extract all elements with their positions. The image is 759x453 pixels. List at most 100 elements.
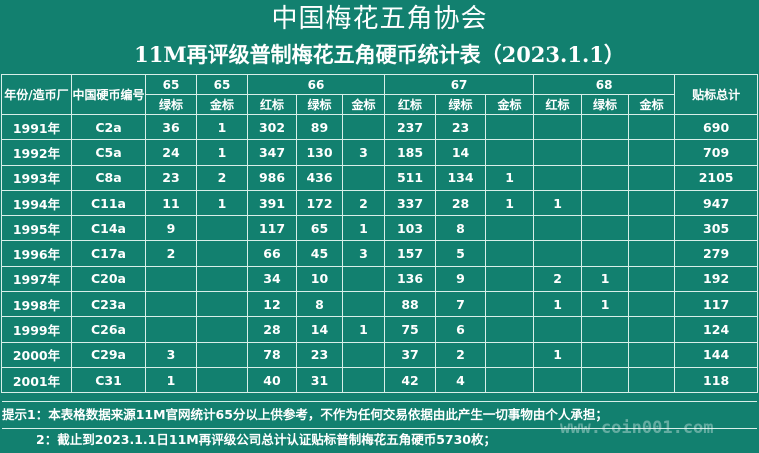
cell-total: 124 — [674, 316, 759, 343]
header-code: 中国硬币编号 — [71, 74, 146, 115]
cell-r68: 1 — [533, 291, 583, 318]
cell-year: 1999年 — [1, 316, 72, 343]
cell-j67 — [485, 291, 535, 318]
cell-code: C23a — [71, 291, 146, 318]
cell-g66: 172 — [296, 189, 343, 217]
cell-r67: 157 — [384, 240, 437, 267]
header-67-red: 红标 — [384, 94, 437, 115]
page-title: 中国梅花五角协会 — [271, 4, 488, 34]
cell-total: 2105 — [674, 164, 759, 191]
cell-g65j: 2 — [196, 164, 248, 191]
cell-g66: 23 — [296, 341, 343, 368]
cell-g65j — [196, 316, 248, 343]
cell-g68 — [581, 215, 630, 242]
cell-j68 — [628, 366, 676, 394]
cell-g65g — [145, 316, 197, 343]
cell-year: 1995年 — [1, 215, 72, 242]
cell-r67: 237 — [384, 113, 437, 141]
header-68-red: 红标 — [533, 94, 583, 115]
cell-j67 — [485, 139, 535, 166]
cell-r68 — [533, 316, 583, 343]
header-66-grade: 66 — [246, 74, 386, 95]
coin-statistics-table: 年份/造币厂 中国硬币编号 65 65 66 67 68 贴标总计 绿标 金标 … — [1, 74, 759, 394]
cell-r66: 986 — [247, 164, 297, 191]
cell-r66: 347 — [247, 139, 297, 166]
cell-r68 — [533, 240, 583, 267]
cell-j68 — [628, 215, 676, 242]
cell-g67: 6 — [435, 316, 487, 343]
header-67-grade: 67 — [384, 74, 535, 95]
cell-j68 — [628, 265, 676, 293]
cell-j66 — [341, 366, 386, 394]
cell-g65j: 1 — [196, 189, 248, 217]
cell-r67: 75 — [384, 316, 437, 343]
cell-r66: 28 — [247, 316, 297, 343]
cell-total: 947 — [674, 189, 759, 217]
cell-code: C20a — [71, 265, 146, 293]
cell-r68: 1 — [533, 189, 583, 217]
cell-total: 709 — [674, 139, 759, 166]
table-row: 1999年 C26a 28 14 1 75 6 124 — [1, 316, 759, 343]
table-row: 1997年 C20a 34 10 136 9 2 1 192 — [1, 265, 759, 293]
cell-j67 — [485, 113, 535, 141]
cell-code: C29a — [71, 341, 146, 368]
cell-j67 — [485, 265, 535, 293]
cell-r67: 103 — [384, 215, 437, 242]
cell-r68 — [533, 215, 583, 242]
cell-g68 — [581, 113, 630, 141]
page-subtitle: 11M再评级普制梅花五角硬币统计表（2023.1.1） — [134, 42, 625, 67]
cell-j68 — [628, 291, 676, 318]
cell-g68 — [581, 366, 630, 394]
cell-j67 — [485, 215, 535, 242]
watermark: www.coin001.com — [560, 418, 714, 438]
header-65-green: 绿标 — [145, 94, 197, 115]
cell-g66: 14 — [296, 316, 343, 343]
cell-year: 1996年 — [1, 240, 72, 267]
table-row: 1994年 C11a 11 1 391 172 2 337 28 1 1 947 — [1, 189, 759, 217]
header-65-gold: 金标 — [196, 94, 248, 115]
cell-g68 — [581, 189, 630, 217]
cell-j66 — [341, 164, 386, 191]
cell-r67: 136 — [384, 265, 437, 293]
header-68-grade: 68 — [533, 74, 676, 95]
cell-g66: 130 — [296, 139, 343, 166]
cell-code: C14a — [71, 215, 146, 242]
cell-g65g: 11 — [145, 189, 197, 217]
header-66-gold: 金标 — [341, 94, 386, 115]
cell-j66: 2 — [341, 189, 386, 217]
cell-r68 — [533, 366, 583, 394]
cell-g65g — [145, 265, 197, 293]
header-row-1: 年份/造币厂 中国硬币编号 65 65 66 67 68 贴标总计 — [1, 74, 759, 115]
cell-g65j — [196, 215, 248, 242]
cell-g65j — [196, 240, 248, 267]
cell-r67: 42 — [384, 366, 437, 394]
cell-r67: 185 — [384, 139, 437, 166]
cell-year: 2001年 — [1, 366, 72, 394]
cell-j67 — [485, 366, 535, 394]
cell-g68 — [581, 164, 630, 191]
header-66-red: 红标 — [247, 94, 297, 115]
cell-g65g — [145, 291, 197, 318]
cell-j68 — [628, 113, 676, 141]
cell-r66: 302 — [247, 113, 297, 141]
cell-g67: 4 — [435, 366, 487, 394]
cell-r68 — [533, 139, 583, 166]
cell-code: C5a — [71, 139, 146, 166]
header-68-gold: 金标 — [628, 94, 676, 115]
cell-g65g: 1 — [145, 366, 197, 394]
cell-g67: 14 — [435, 139, 487, 166]
cell-code: C8a — [71, 164, 146, 191]
cell-code: C11a — [71, 189, 146, 217]
cell-g68 — [581, 240, 630, 267]
cell-g65j: 1 — [196, 139, 248, 166]
cell-g66: 45 — [296, 240, 343, 267]
note-2: 2：截止到2023.1.1日11M再评级公司总计认证贴标普制梅花五角硬币5730… — [36, 432, 497, 447]
cell-g65j — [196, 291, 248, 318]
cell-year: 1992年 — [1, 139, 72, 166]
cell-j67 — [485, 240, 535, 267]
header-65-grade: 65 — [145, 74, 197, 95]
cell-total: 279 — [674, 240, 759, 267]
cell-j68 — [628, 139, 676, 166]
cell-j68 — [628, 240, 676, 267]
cell-r68 — [533, 164, 583, 191]
